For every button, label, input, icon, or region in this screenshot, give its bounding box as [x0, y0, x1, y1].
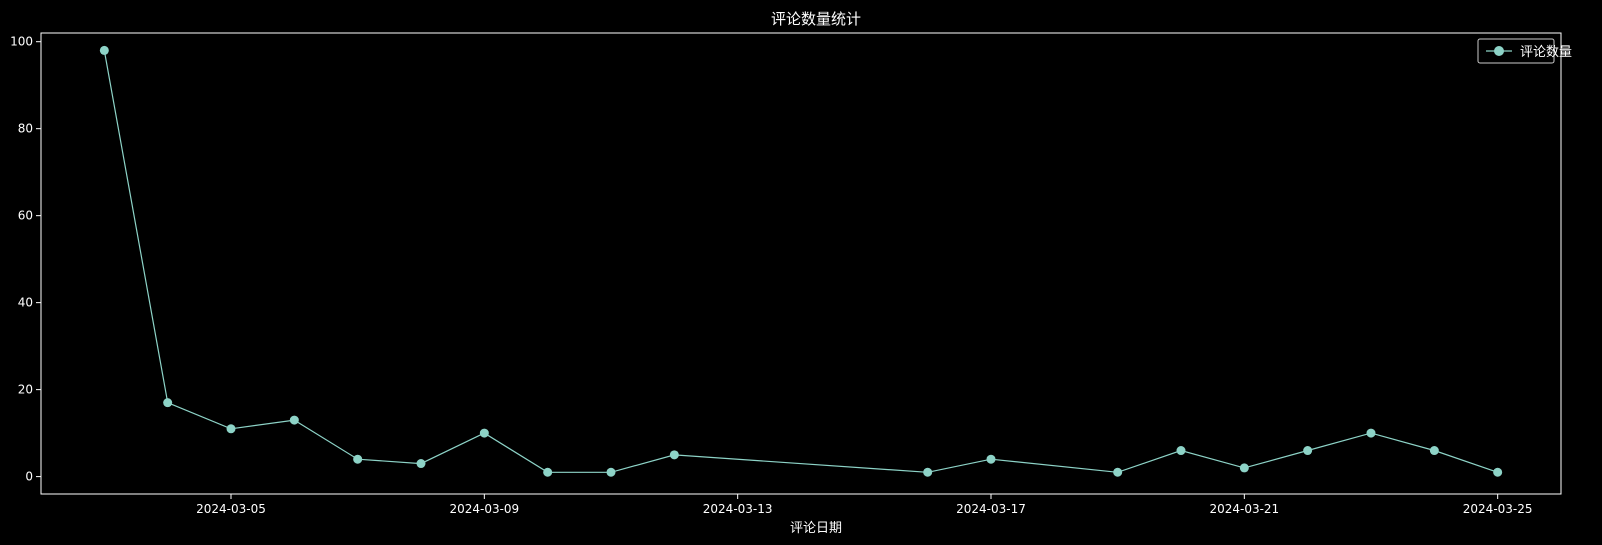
y-tick-label: 80 — [18, 122, 33, 136]
data-point — [1429, 446, 1439, 456]
legend-frame — [1477, 38, 1555, 64]
data-point — [606, 467, 616, 477]
x-tick-label: 2024-03-09 — [449, 502, 519, 516]
data-point — [1176, 446, 1186, 456]
x-tick-label: 2024-03-21 — [1209, 502, 1279, 516]
data-point — [416, 459, 426, 469]
data-point — [1493, 467, 1503, 477]
data-point — [1239, 463, 1249, 473]
x-tick-label: 2024-03-25 — [1463, 502, 1533, 516]
data-point — [226, 424, 236, 434]
legend-label-comment-count: 评论数量 — [1520, 45, 1572, 60]
y-tick-label: 60 — [18, 209, 33, 223]
data-point — [99, 45, 109, 55]
y-tick-label: 0 — [25, 470, 33, 484]
x-tick-label: 2024-03-17 — [956, 502, 1026, 516]
legend-marker — [1494, 46, 1504, 56]
data-point — [289, 415, 299, 425]
data-point — [479, 428, 489, 438]
x-axis-label: 评论日期 — [790, 521, 842, 536]
y-tick-label: 40 — [18, 296, 33, 310]
data-point — [353, 454, 363, 464]
legend: 评论数量 — [1477, 38, 1572, 64]
data-point — [163, 398, 173, 408]
plot-frame — [40, 32, 1562, 495]
x-tick-label: 2024-03-13 — [703, 502, 773, 516]
data-point — [1303, 446, 1313, 456]
plot-area: 0 20 40 60 80 100 2024-03-05 2024-03-09 2024-03-… — [10, 32, 1562, 516]
data-point — [986, 454, 996, 464]
y-tick-label: 100 — [10, 35, 33, 49]
y-tick-label: 20 — [18, 383, 33, 397]
chart-title: 评论数量统计 — [771, 10, 861, 28]
x-tick-label: 2024-03-05 — [196, 502, 266, 516]
data-point — [923, 467, 933, 477]
data-point — [543, 467, 553, 477]
data-point — [1113, 467, 1123, 477]
data-point — [1366, 428, 1376, 438]
data-point — [669, 450, 679, 460]
